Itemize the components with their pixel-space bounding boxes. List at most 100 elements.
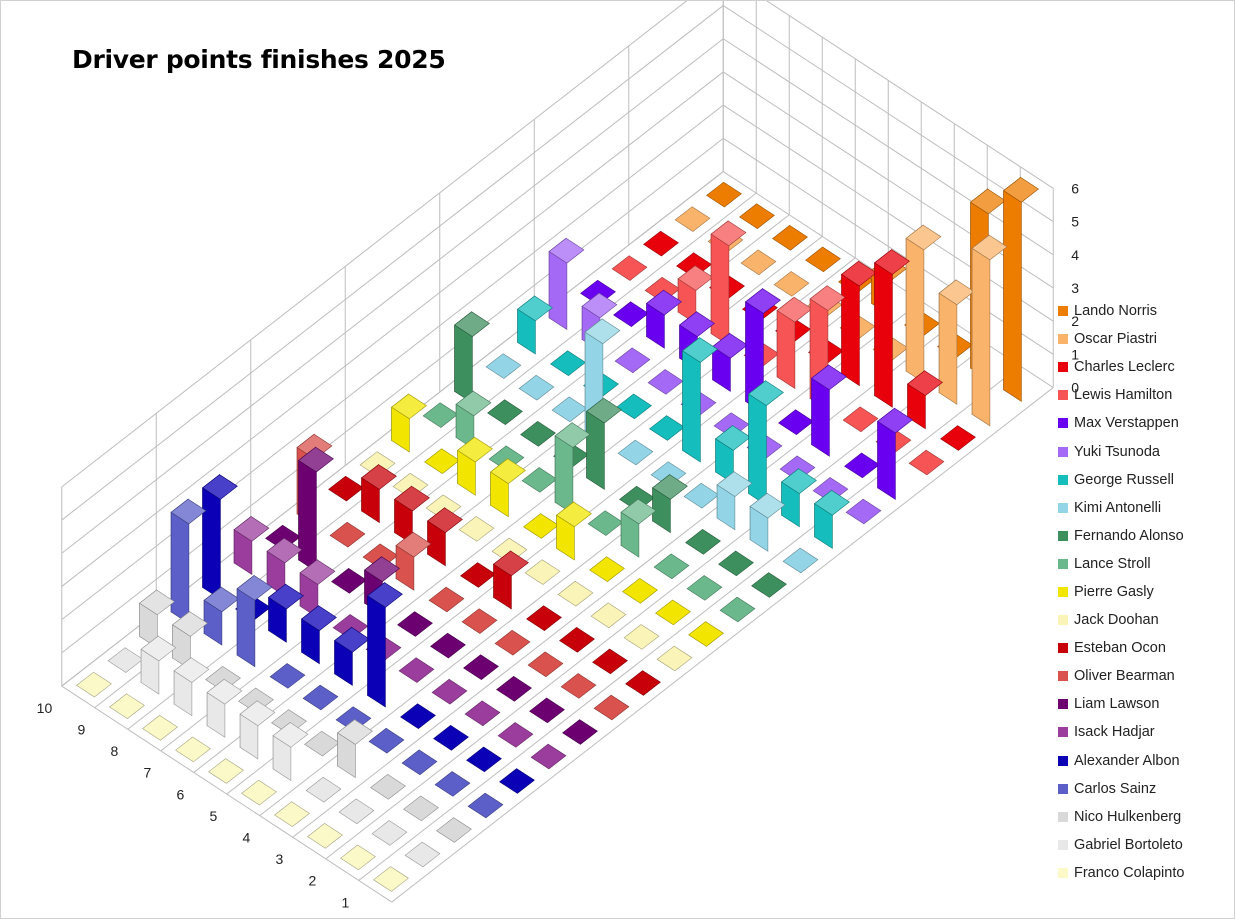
bar <box>529 697 565 724</box>
bar-top-face <box>173 657 210 683</box>
bar <box>331 568 367 594</box>
bar-top-face <box>581 292 618 319</box>
bar <box>425 494 462 521</box>
bar-front-face <box>776 309 796 390</box>
bar <box>938 279 975 405</box>
bar-top-face <box>745 288 781 314</box>
bar-zero-tile <box>653 553 690 580</box>
bar <box>781 468 817 528</box>
bar-front-face <box>748 393 767 506</box>
bar <box>436 817 472 843</box>
bar-top-face <box>749 492 786 519</box>
bar-zero-tile <box>625 670 661 696</box>
bar-zero-tile <box>422 402 459 428</box>
bar-zero-tile <box>718 550 754 577</box>
bar-top-face <box>395 531 432 558</box>
bar-top-face <box>299 559 336 585</box>
bar <box>592 648 628 675</box>
gridline-floor <box>391 387 1054 903</box>
bar-top-face <box>710 220 747 247</box>
legend-label: Carlos Sainz <box>1074 780 1157 797</box>
bar <box>142 715 178 741</box>
bar-zero-tile <box>269 663 306 689</box>
position-tick-label: 10 <box>37 700 53 716</box>
bar <box>337 718 373 779</box>
gridline-floor <box>358 365 1021 881</box>
bar <box>487 399 523 425</box>
bar-top-face <box>296 433 333 460</box>
bar-front-face <box>554 435 574 515</box>
bar-zero-tile <box>622 578 658 604</box>
bar <box>557 580 594 607</box>
bar-zero-tile <box>647 369 684 395</box>
bar-zero-tile <box>685 529 721 555</box>
gridline-side-wall <box>61 38 724 554</box>
bar <box>548 237 585 331</box>
bar-zero-tile <box>428 586 465 613</box>
bar-zero-tile <box>740 249 777 276</box>
bar-front-face <box>298 459 317 573</box>
bar <box>335 706 372 732</box>
bar <box>400 703 436 729</box>
bar-zero-tile <box>580 279 616 306</box>
bar-top-face <box>239 700 276 727</box>
legend-swatch <box>1058 755 1068 766</box>
bar <box>496 676 532 702</box>
legend-swatch <box>1058 811 1068 822</box>
legend-label: Kimi Antonelli <box>1074 499 1162 516</box>
bar-zero-tile <box>773 271 810 297</box>
position-tick-label: 5 <box>209 808 217 824</box>
bar-zero-tile <box>805 246 841 273</box>
bar <box>269 663 306 689</box>
bar-zero-tile <box>76 671 112 698</box>
bar-zero-tile <box>370 774 406 800</box>
bar <box>715 424 751 485</box>
bar-zero-tile <box>307 823 343 849</box>
legend-label: Yuki Tsunoda <box>1074 443 1160 460</box>
bar <box>811 364 847 457</box>
legend-item: Max Verstappen <box>1058 409 1234 437</box>
bar <box>434 771 471 797</box>
bar-top-face <box>646 289 682 316</box>
bar-zero-tile <box>205 666 241 692</box>
bar <box>655 599 691 626</box>
bar-zero-tile <box>494 629 531 656</box>
bar-top-face <box>809 285 846 311</box>
bar <box>430 632 466 659</box>
legend-label: Max Verstappen <box>1074 415 1179 432</box>
bar <box>109 693 145 719</box>
bar <box>461 608 498 634</box>
legend-swatch <box>1058 558 1068 569</box>
bar <box>814 489 850 549</box>
bar-top-face <box>337 719 373 745</box>
legend-swatch <box>1058 839 1068 850</box>
bar <box>431 678 468 705</box>
bar-zero-tile <box>611 255 648 281</box>
bar-zero-tile <box>328 475 364 502</box>
position-tick-label: 1 <box>341 894 349 910</box>
bar-zero-tile <box>373 866 409 892</box>
bar-front-face <box>971 247 991 427</box>
legend-swatch <box>1058 362 1068 373</box>
bar <box>170 498 207 625</box>
bar-zero-tile <box>464 700 501 727</box>
bar-zero-tile <box>332 614 369 640</box>
bar-zero-tile <box>398 657 435 683</box>
bar <box>265 524 301 551</box>
bar-zero-tile <box>362 543 399 570</box>
bar <box>905 224 942 384</box>
legend-swatch <box>1058 446 1068 457</box>
bar <box>328 475 364 502</box>
bar <box>302 684 339 711</box>
bar-zero-tile <box>656 645 693 672</box>
bar-zero-tile <box>649 415 685 441</box>
bar-zero-tile <box>434 771 471 797</box>
bar-zero-tile <box>550 350 586 376</box>
bar-zero-tile <box>265 524 301 551</box>
bar <box>457 436 493 496</box>
bar <box>623 624 660 650</box>
bar <box>556 501 592 561</box>
bar-zero-tile <box>467 792 504 819</box>
bar-zero-tile <box>403 795 439 822</box>
bar-top-face <box>236 575 273 601</box>
